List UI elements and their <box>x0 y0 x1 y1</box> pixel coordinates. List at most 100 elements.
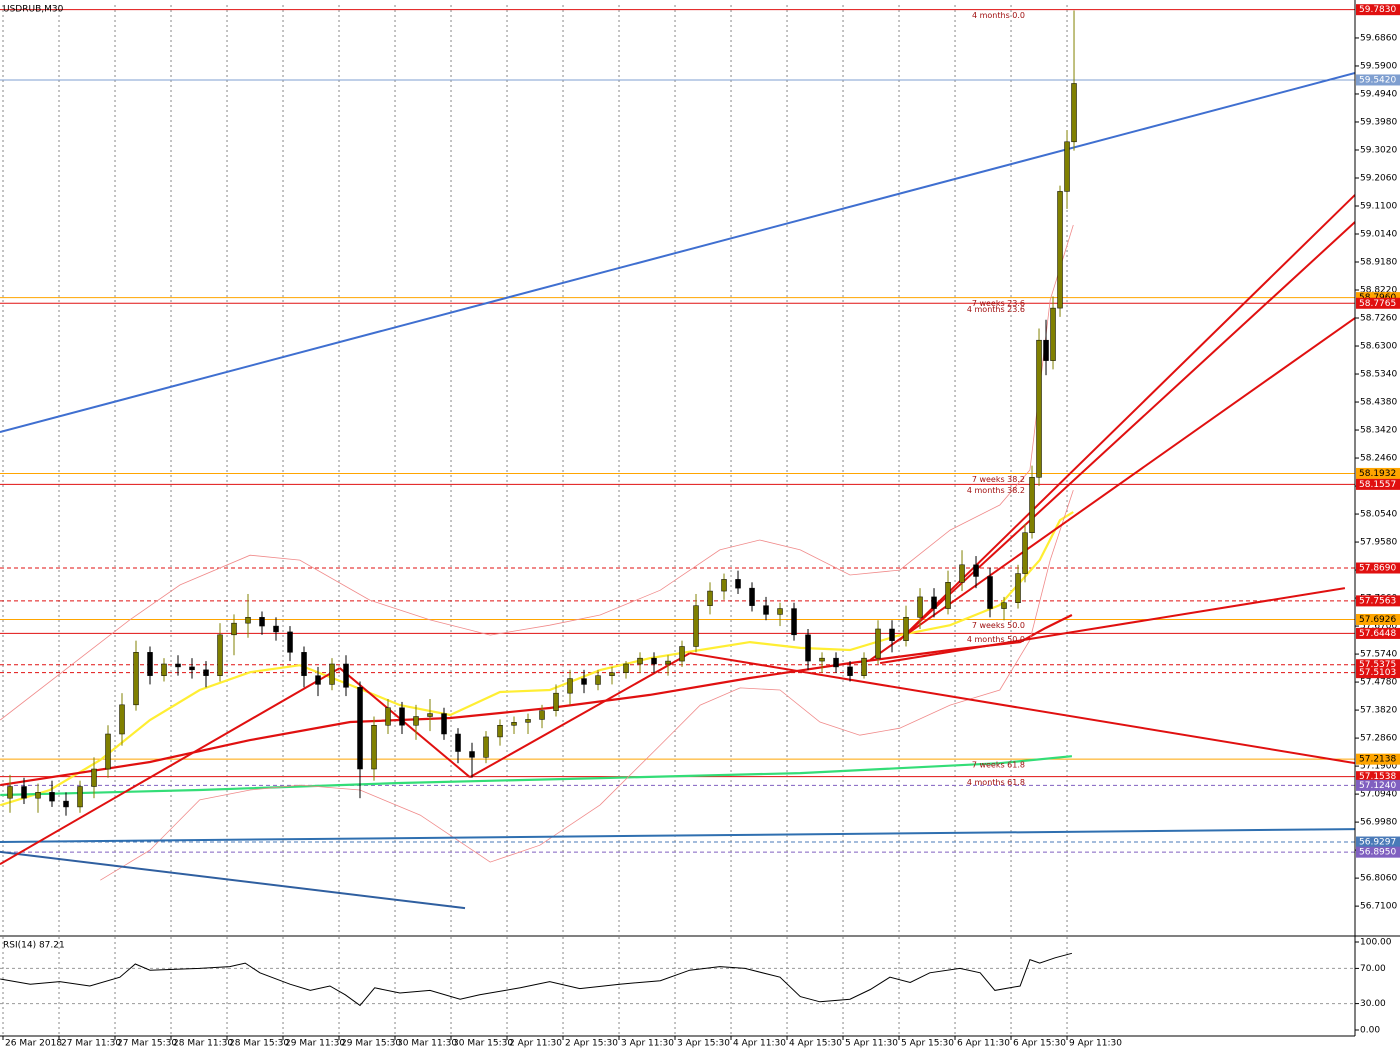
price-box-label: 58.1557 <box>1359 480 1396 490</box>
price-box <box>1356 562 1400 574</box>
candle-body <box>1071 83 1077 143</box>
price-box-label: 57.8690 <box>1359 564 1396 574</box>
price-box <box>1356 595 1400 607</box>
price-box-label: 57.6926 <box>1359 615 1396 625</box>
candle-body <box>77 786 83 808</box>
candle-body <box>1022 532 1028 574</box>
candle-body <box>413 716 419 726</box>
indicator-line <box>0 511 1074 807</box>
price-box-label: 57.5375 <box>1359 660 1396 670</box>
x-tick-label: 5 Apr 15:30 <box>901 1039 954 1049</box>
candle-body <box>49 792 55 802</box>
candle-body <box>21 786 27 799</box>
candle-body <box>203 669 209 676</box>
y-tick-label: 30.00 <box>1360 999 1386 1009</box>
rsi-title: RSI(14) 87.21 <box>3 941 65 951</box>
price-box-label: 57.1538 <box>1359 772 1396 782</box>
x-tick-label: 3 Apr 15:30 <box>677 1039 730 1049</box>
price-box-label: 59.5420 <box>1359 75 1396 85</box>
candle-body <box>119 704 125 735</box>
candle-body <box>889 628 895 641</box>
y-tick-label: 59.1100 <box>1360 201 1397 211</box>
trendline <box>0 667 341 865</box>
y-tick-label: 58.3420 <box>1360 426 1397 436</box>
candle-body <box>707 590 713 606</box>
candle-body <box>371 725 377 770</box>
price-box <box>1356 627 1400 639</box>
x-tick-label: 30 Mar 15:30 <box>453 1039 513 1049</box>
candle-body <box>665 660 671 665</box>
candle-body <box>1015 573 1021 603</box>
candle-body <box>7 786 13 799</box>
candle-body <box>623 663 629 673</box>
rsi-plot <box>0 937 1355 1035</box>
y-tick-label: 58.6300 <box>1360 342 1397 352</box>
x-tick-label: 28 Mar 11:30 <box>173 1039 233 1049</box>
fib-label: 4 months 0.0 <box>972 11 1025 20</box>
fib-label: 4 months 61.8 <box>967 778 1025 787</box>
candle-body <box>427 713 433 717</box>
candle-body <box>749 587 755 606</box>
rsi-line <box>0 952 1073 1007</box>
price-box <box>1356 292 1400 304</box>
candle-body <box>133 652 139 706</box>
y-tick-label: 57.9580 <box>1360 538 1397 548</box>
candle-body <box>833 657 839 668</box>
candle-body <box>455 733 461 752</box>
trendline <box>0 850 466 910</box>
candle-body <box>105 733 111 770</box>
x-tick-label: 30 Mar 11:30 <box>397 1039 457 1049</box>
y-tick-label: 57.1900 <box>1360 762 1397 772</box>
candle-body <box>329 663 335 685</box>
candle-body <box>903 617 909 641</box>
price-box <box>1356 4 1400 16</box>
candle-body <box>217 634 223 676</box>
price-box <box>1356 846 1400 858</box>
price-box-label: 59.7830 <box>1359 5 1396 15</box>
candle-body <box>91 768 97 787</box>
price-box <box>1356 478 1400 490</box>
y-tick-label: 56.8060 <box>1360 874 1397 884</box>
price-box-label: 56.9297 <box>1359 838 1396 848</box>
candle-body <box>791 608 797 636</box>
candle-body <box>875 628 881 659</box>
y-tick-label: 59.3020 <box>1360 145 1397 155</box>
x-tick-label: 2 Apr 15:30 <box>565 1039 618 1049</box>
price-box <box>1356 667 1400 679</box>
indicator-line <box>0 224 1074 721</box>
candle-body <box>315 675 321 685</box>
price-box <box>1356 659 1400 671</box>
y-tick-label: 59.3980 <box>1360 117 1397 127</box>
price-box <box>1356 836 1400 848</box>
candle-body <box>1036 339 1042 478</box>
trendline <box>879 587 1346 665</box>
candle-body <box>861 657 867 676</box>
candle-body <box>763 605 769 615</box>
y-tick-label: 58.7260 <box>1360 314 1397 324</box>
candle-body <box>721 579 727 592</box>
y-tick-label: 57.3820 <box>1360 706 1397 716</box>
y-tick-label: 59.2060 <box>1360 173 1397 183</box>
candle-body <box>399 707 405 726</box>
candle-body <box>959 564 965 583</box>
fib-label: 7 weeks 38.2 <box>972 475 1025 484</box>
price-box-label: 57.5103 <box>1359 668 1396 678</box>
candle-body <box>259 617 265 627</box>
fib-label: 7 weeks 23.6 <box>972 299 1025 308</box>
x-tick-label: 28 Mar 15:30 <box>229 1039 289 1049</box>
x-tick-label: 6 Apr 11:30 <box>957 1039 1010 1049</box>
candle-body <box>693 605 699 647</box>
x-tick-label: 6 Apr 15:30 <box>1013 1039 1066 1049</box>
price-box-label: 58.1932 <box>1359 469 1396 479</box>
candle-body <box>1057 191 1063 309</box>
fib-label: 7 weeks 61.8 <box>972 761 1025 770</box>
price-box <box>1356 297 1400 309</box>
price-box-label: 58.7765 <box>1359 299 1396 309</box>
candle-body <box>637 657 643 665</box>
candle-body <box>567 678 573 694</box>
indicator-line <box>100 489 1074 881</box>
candle-body <box>1029 477 1035 533</box>
x-tick-label: 27 Mar 11:30 <box>61 1039 121 1049</box>
x-tick-label: 26 Mar 2018 <box>5 1039 62 1049</box>
